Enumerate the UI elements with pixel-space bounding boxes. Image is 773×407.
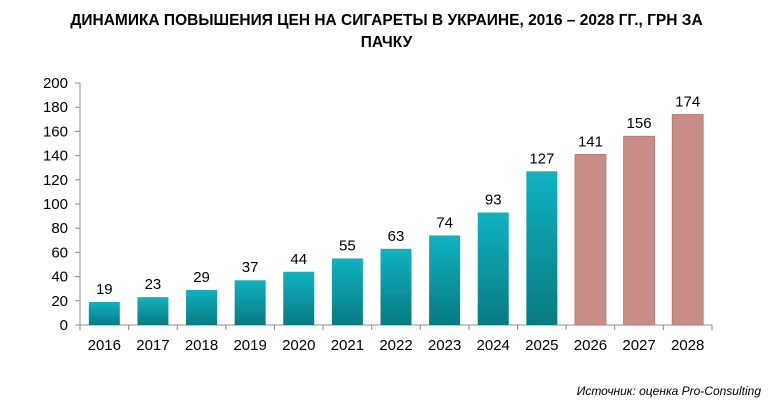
data-label: 23	[145, 276, 162, 293]
y-tick-label: 120	[43, 172, 68, 189]
y-tick-label: 20	[51, 293, 68, 310]
bar-2026	[574, 153, 607, 326]
bar-2028	[671, 114, 704, 326]
data-label: 19	[96, 281, 113, 298]
bar-2017	[137, 297, 169, 325]
data-label: 74	[436, 214, 453, 231]
bar-2023	[429, 235, 461, 325]
y-tick-label: 180	[43, 99, 68, 116]
chart-title: ДИНАМИКА ПОВЫШЕНИЯ ЦЕН НА СИГАРЕТЫ В УКР…	[0, 10, 773, 54]
x-tick-label: 2027	[622, 337, 655, 354]
x-tick-label: 2028	[671, 337, 704, 354]
y-tick-label: 60	[51, 244, 68, 261]
data-label: 141	[578, 133, 603, 150]
x-tick-label: 2024	[477, 337, 510, 354]
x-tick-label: 2026	[574, 337, 607, 354]
data-label: 44	[290, 251, 307, 268]
y-tick-label: 40	[51, 269, 68, 286]
bar-2021	[331, 258, 363, 325]
y-tick-label: 0	[60, 317, 68, 334]
data-label: 29	[193, 269, 210, 286]
bar-2019	[234, 280, 266, 325]
y-tick-label: 140	[43, 148, 68, 165]
data-label: 93	[485, 191, 502, 208]
y-tick-label: 80	[51, 220, 68, 237]
data-label: 127	[529, 150, 554, 167]
data-label: 55	[339, 237, 356, 254]
source-note: Источник: оценка Pro-Consulting	[576, 384, 761, 398]
bar-2016	[88, 302, 120, 325]
data-label: 37	[242, 259, 259, 276]
bar-2020	[283, 271, 315, 325]
bar-2027	[623, 135, 655, 326]
chart-title-line-2: ПАЧКУ	[360, 34, 413, 51]
x-tick-label: 2019	[233, 337, 266, 354]
x-tick-label: 2016	[88, 337, 121, 354]
bar-2022	[380, 248, 412, 325]
data-label: 63	[388, 228, 405, 245]
data-label: 156	[627, 115, 652, 132]
y-tick-label: 100	[43, 196, 68, 213]
x-tick-label: 2023	[428, 337, 461, 354]
y-tick-label: 160	[43, 123, 68, 140]
x-tick-label: 2025	[525, 337, 558, 354]
data-label: 174	[675, 93, 700, 110]
x-tick-label: 2022	[379, 337, 412, 354]
x-tick-label: 2020	[282, 337, 315, 354]
bar-2018	[186, 289, 218, 325]
x-tick-label: 2017	[136, 337, 169, 354]
bar-2025	[526, 171, 558, 325]
bar-2024	[477, 212, 509, 325]
x-tick-label: 2021	[331, 337, 364, 354]
y-tick-label: 200	[43, 75, 68, 92]
x-tick-label: 2018	[185, 337, 218, 354]
chart-title-line-1: ДИНАМИКА ПОВЫШЕНИЯ ЦЕН НА СИГАРЕТЫ В УКР…	[70, 12, 703, 29]
